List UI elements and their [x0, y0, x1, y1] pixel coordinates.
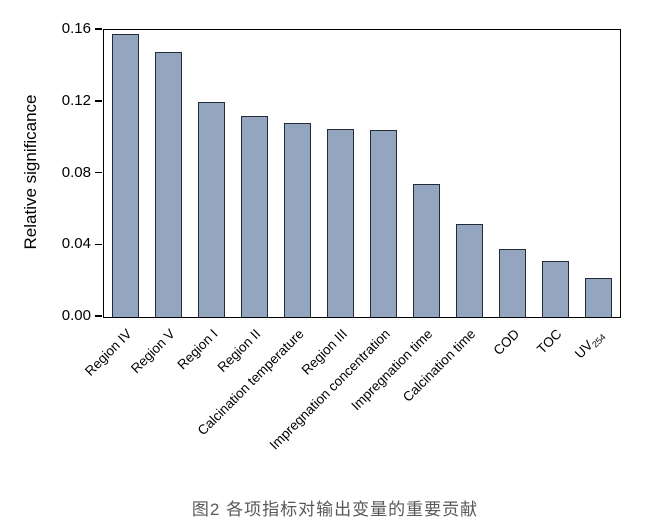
x-tick-label: Region IV	[82, 326, 135, 379]
bar	[585, 277, 612, 317]
y-tick-label: 0.00	[61, 307, 91, 324]
bar	[542, 261, 569, 317]
y-tick-label: 0.08	[61, 163, 91, 181]
bar	[112, 33, 139, 317]
bar	[499, 248, 526, 317]
x-tick-label: TOC	[534, 326, 565, 357]
x-tick-label: Region I	[174, 326, 221, 373]
x-tick-label: Region V	[127, 326, 178, 377]
x-tick-label: COD	[489, 326, 522, 359]
bar	[327, 128, 354, 317]
figure-caption: 图2 各项指标对输出变量的重要贡献	[191, 500, 479, 519]
bar	[456, 223, 483, 317]
bar	[370, 130, 397, 317]
bar	[241, 116, 268, 317]
bar	[198, 101, 225, 317]
bar	[284, 123, 311, 317]
y-axis-title: Relative significance	[21, 94, 40, 250]
y-tick-mark	[95, 28, 102, 30]
x-tick-label: UV254	[571, 331, 608, 362]
y-tick-label: 0.16	[61, 20, 91, 37]
y-tick-mark	[95, 243, 102, 245]
plot-area	[103, 29, 621, 318]
y-tick-mark	[95, 100, 102, 102]
bar	[413, 184, 440, 317]
y-tick-mark	[95, 315, 102, 317]
y-tick-label: 0.12	[61, 91, 91, 109]
y-tick-mark	[95, 171, 102, 174]
y-tick-label: 0.04	[61, 235, 91, 253]
bar	[155, 51, 182, 317]
x-tick-label-subscript: 254	[589, 331, 608, 350]
